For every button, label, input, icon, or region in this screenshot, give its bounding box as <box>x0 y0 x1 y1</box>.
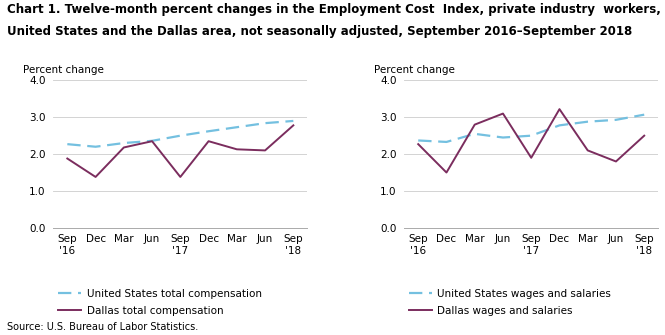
Text: Percent change: Percent change <box>374 65 454 74</box>
Legend: United States wages and salaries, Dallas wages and salaries: United States wages and salaries, Dallas… <box>409 289 611 316</box>
Text: Chart 1. Twelve-month percent changes in the Employment Cost  Index, private ind: Chart 1. Twelve-month percent changes in… <box>7 3 660 16</box>
Text: Percent change: Percent change <box>23 65 104 74</box>
Text: United States and the Dallas area, not seasonally adjusted, September 2016–Septe: United States and the Dallas area, not s… <box>7 25 632 38</box>
Legend: United States total compensation, Dallas total compensation: United States total compensation, Dallas… <box>59 289 261 316</box>
Text: Source: U.S. Bureau of Labor Statistics.: Source: U.S. Bureau of Labor Statistics. <box>7 322 198 332</box>
